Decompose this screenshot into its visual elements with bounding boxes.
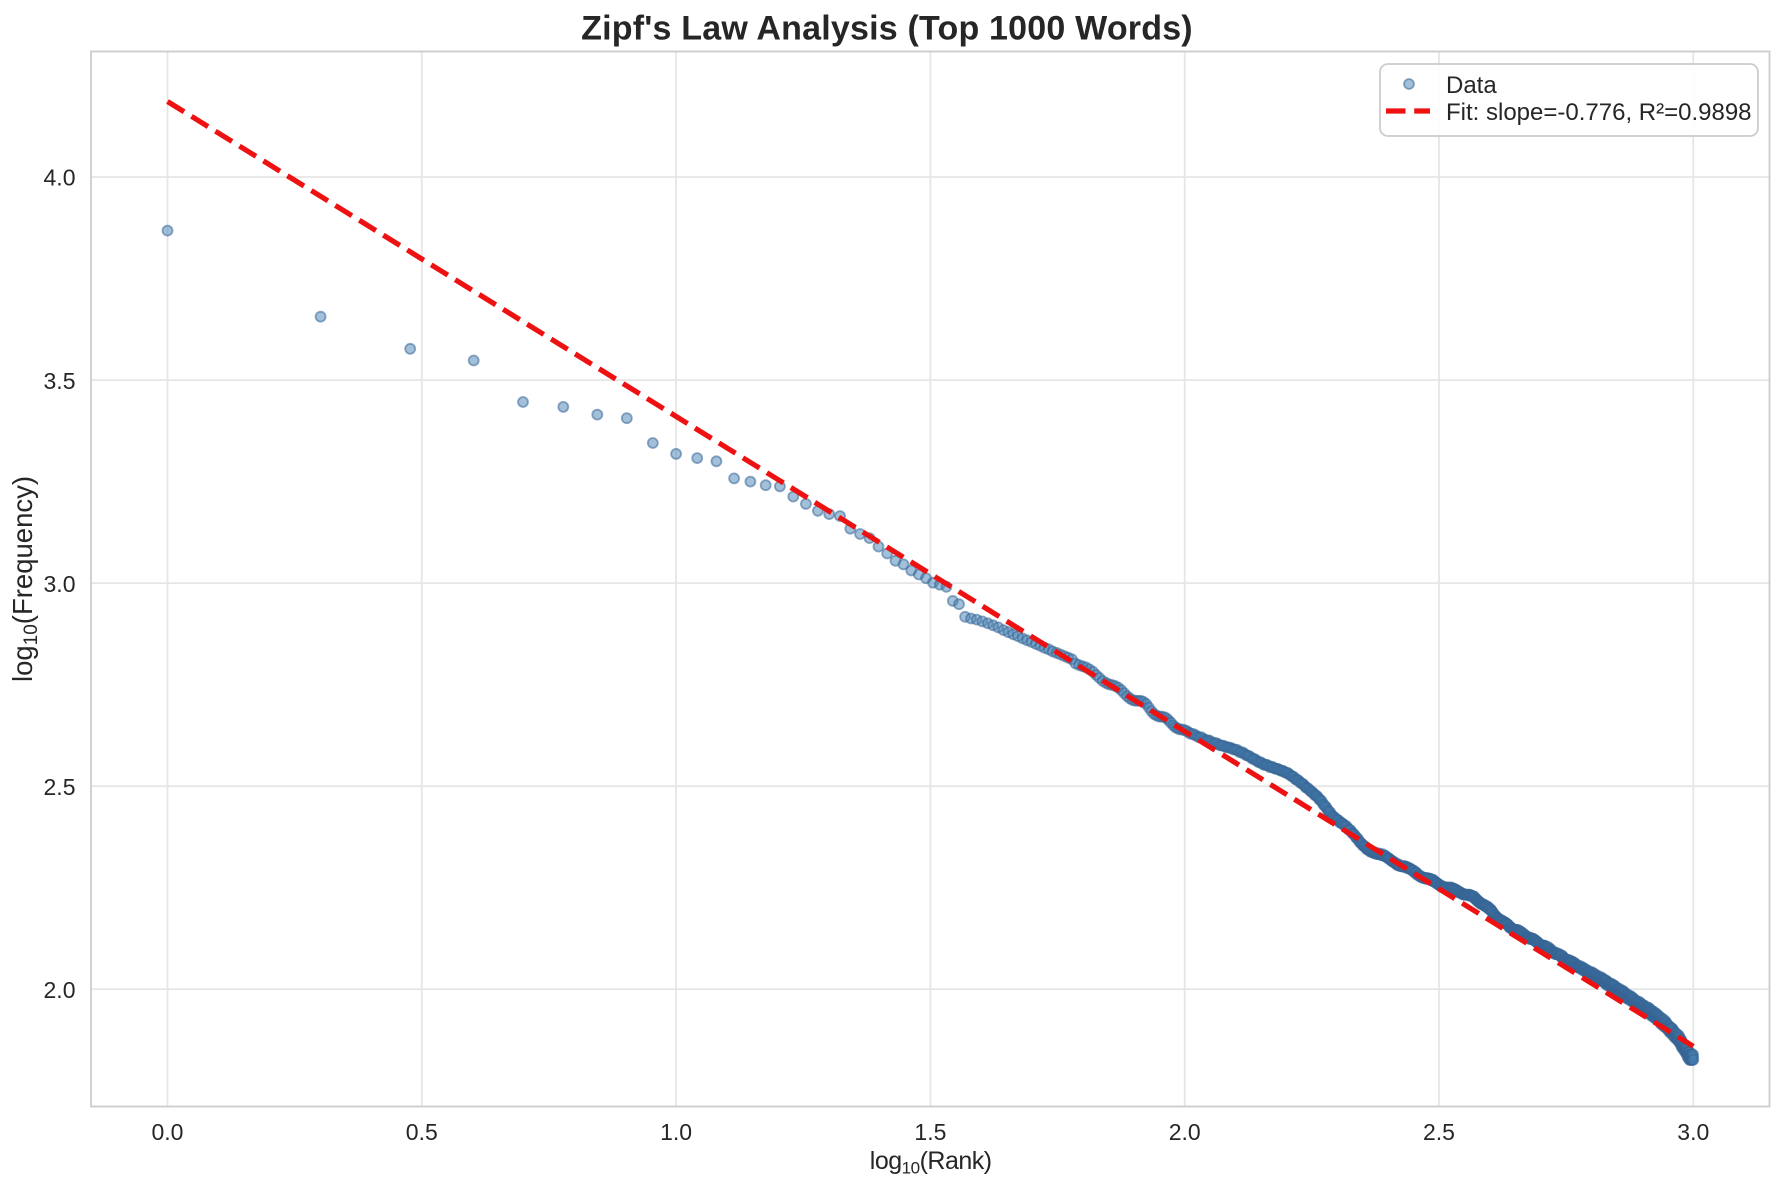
svg-text:2.5: 2.5 [1423,1119,1455,1145]
svg-text:2.0: 2.0 [1169,1119,1201,1145]
svg-text:3.0: 3.0 [1677,1119,1709,1145]
svg-text:log10(Rank): log10(Rank) [870,1147,992,1178]
svg-text:2.5: 2.5 [44,774,76,800]
svg-text:0.0: 0.0 [152,1119,184,1145]
svg-text:3.5: 3.5 [44,368,76,394]
svg-text:Data: Data [1446,72,1497,99]
svg-text:3.0: 3.0 [44,571,76,597]
svg-text:Zipf's Law Analysis (Top 1000: Zipf's Law Analysis (Top 1000 Words) [581,10,1193,48]
svg-text:1.5: 1.5 [914,1119,946,1145]
svg-text:1.0: 1.0 [660,1119,692,1145]
svg-text:log10(Frequency): log10(Frequency) [7,476,42,682]
svg-text:Fit: slope=-0.776, R²=0.9898: Fit: slope=-0.776, R²=0.9898 [1446,99,1752,126]
svg-text:2.0: 2.0 [44,977,76,1003]
svg-text:0.5: 0.5 [406,1119,438,1145]
svg-text:4.0: 4.0 [44,165,76,191]
